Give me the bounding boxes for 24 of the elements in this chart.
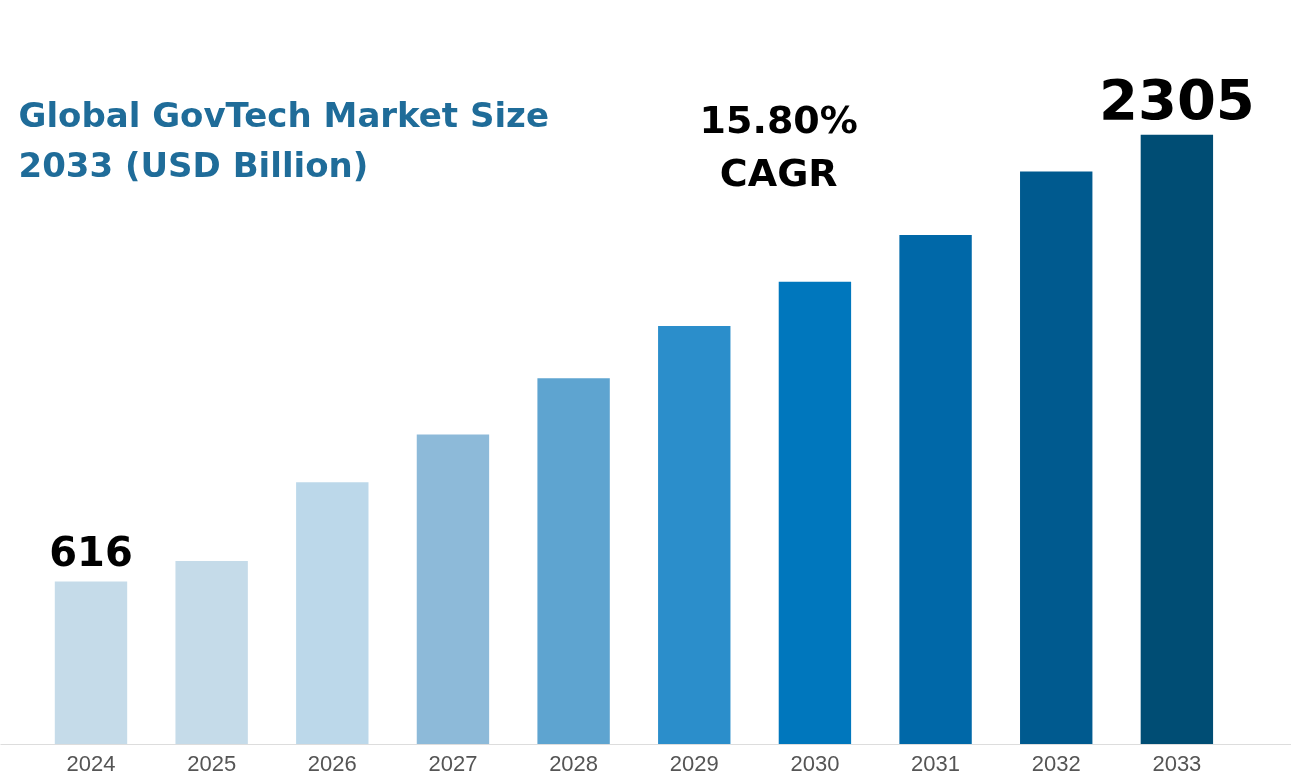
- x-tick-label: 2032: [1031, 750, 1081, 776]
- bar: [899, 234, 972, 745]
- x-tick-label: 2024: [66, 750, 116, 776]
- bar: [1140, 134, 1214, 745]
- x-tick-label: 2028: [549, 750, 599, 776]
- bar: [54, 581, 128, 745]
- x-tick-label: 2025: [187, 750, 237, 776]
- x-tick-label: 2026: [307, 750, 357, 776]
- bar: [778, 281, 852, 745]
- data-label: 616: [49, 529, 133, 576]
- bar: [296, 482, 369, 745]
- bar: [537, 378, 610, 745]
- x-tick-label: 2033: [1152, 750, 1202, 776]
- bar: [416, 434, 490, 745]
- bar: [658, 325, 731, 745]
- bar: [1020, 171, 1093, 745]
- chart-title: Global GovTech Market Size 2033 (USD Billion): [18, 94, 549, 185]
- x-tick-label: 2030: [790, 750, 840, 776]
- annotation: 15.80% CAGR: [699, 98, 858, 196]
- x-tick-label: 2027: [428, 750, 478, 776]
- x-tick-label: 2029: [669, 750, 719, 776]
- bar: [175, 560, 248, 745]
- x-tick-label: 2031: [911, 750, 961, 776]
- data-label: 2305: [1098, 67, 1255, 133]
